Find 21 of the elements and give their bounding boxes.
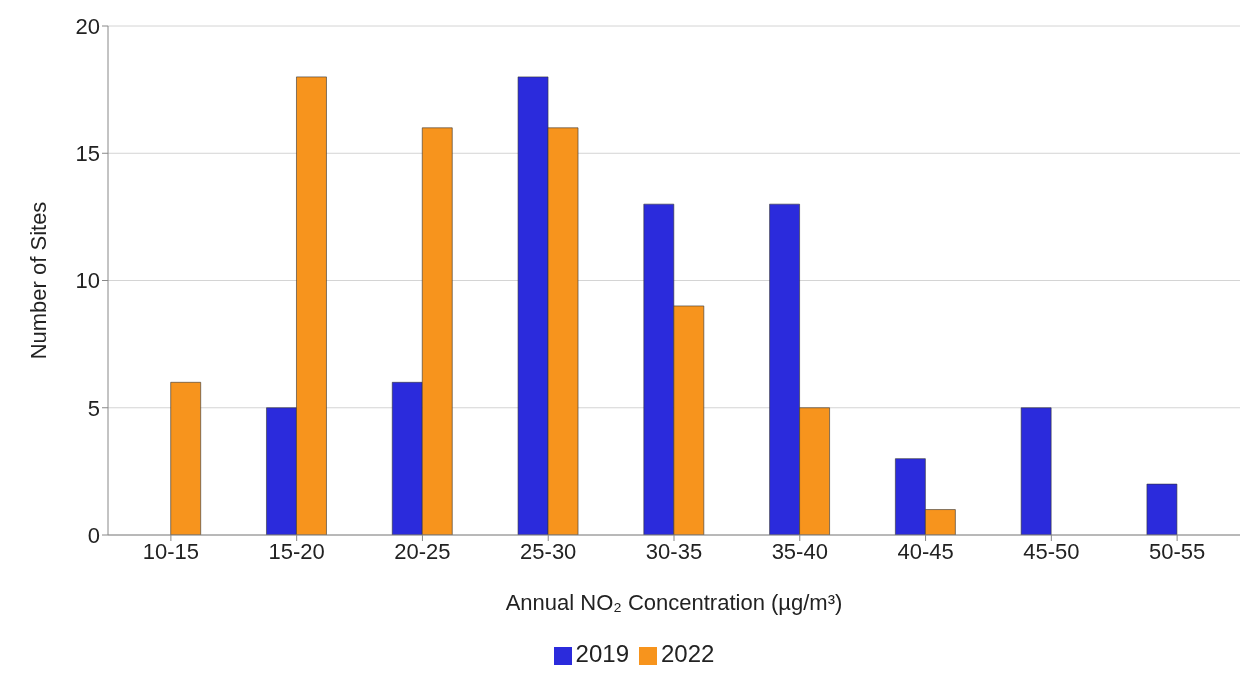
bar bbox=[1146, 483, 1178, 535]
legend-label: 2019 bbox=[575, 640, 629, 667]
x-tick-label: 20-25 bbox=[394, 538, 451, 564]
x-tick-label: 10-15 bbox=[142, 538, 200, 564]
y-tick-label: 5 bbox=[87, 395, 100, 421]
x-tick-label: 40-45 bbox=[897, 538, 954, 564]
x-tick-label: 45-50 bbox=[1023, 538, 1080, 564]
x-tick-label: 25-30 bbox=[520, 538, 577, 564]
y-tick-label: 0 bbox=[87, 522, 100, 548]
x-axis-title: Annual NO₂ Concentration (µg/m³) bbox=[505, 590, 843, 615]
x-tick-label: 50-55 bbox=[1148, 538, 1206, 564]
y-axis-title: Number of Sites bbox=[25, 201, 51, 360]
bar bbox=[170, 382, 201, 535]
y-tick-label: 15 bbox=[75, 141, 100, 167]
y-tick-label: 20 bbox=[75, 13, 100, 39]
y-tick-label: 10 bbox=[75, 268, 100, 294]
x-tick-label: 15-20 bbox=[268, 538, 325, 564]
x-tick-label: 35-40 bbox=[771, 538, 828, 564]
legend-label: 2022 bbox=[661, 640, 715, 667]
x-tick-label: 30-35 bbox=[645, 538, 703, 564]
bar bbox=[1020, 407, 1052, 535]
